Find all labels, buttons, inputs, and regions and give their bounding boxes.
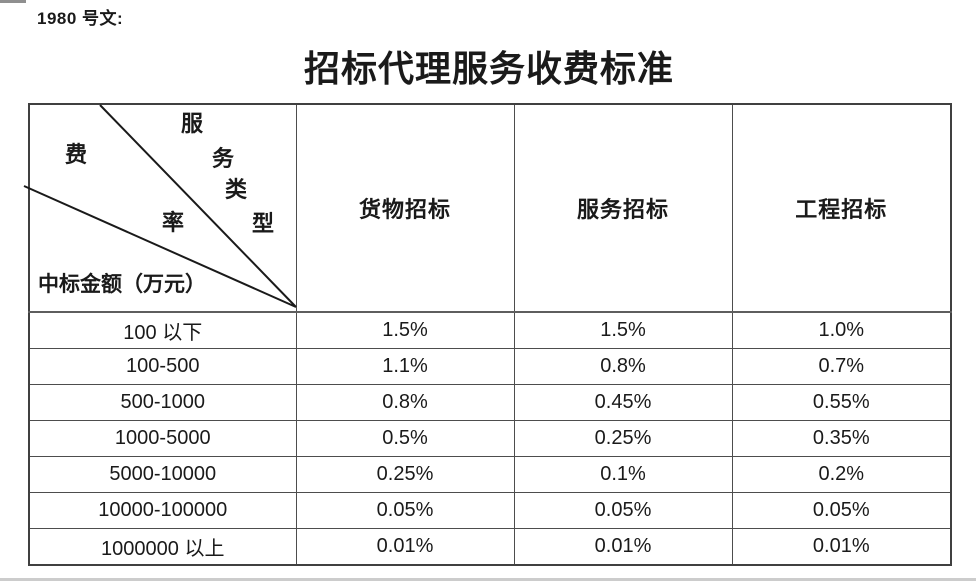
service-rate-cell: 1.5% [513,311,733,349]
engineering-rate-cell: 0.05% [731,492,952,529]
table-row: 100 以下 1.5% 1.5% 1.0% [28,311,952,349]
amount-range-cell: 100-500 [28,348,297,385]
bid-amount-axis-label: 中标金额（万元） [38,272,206,296]
screen-bottom-edge [0,578,976,581]
goods-rate-cell: 0.8% [295,384,515,421]
service-rate-cell: 0.01% [513,528,733,566]
goods-rate-cell: 0.25% [295,456,515,493]
amount-range-cell: 100 以下 [28,311,297,349]
rate-char: 率 [162,210,185,235]
goods-rate-cell: 1.1% [295,348,515,385]
amount-range-cell: 1000-5000 [28,420,297,457]
column-header-goods-bidding: 货物招标 [295,103,515,313]
goods-rate-cell: 0.05% [295,492,515,529]
goods-rate-cell: 0.01% [295,528,515,566]
service-rate-cell: 0.25% [513,420,733,457]
amount-range-cell: 1000000 以上 [28,528,297,566]
table-row: 10000-100000 0.05% 0.05% 0.05% [28,492,952,529]
table-row: 1000-5000 0.5% 0.25% 0.35% [28,420,952,457]
service-rate-cell: 0.1% [513,456,733,493]
service-type-char-4: 型 [252,211,275,236]
engineering-rate-cell: 0.35% [731,420,952,457]
fee-char: 费 [65,142,88,167]
goods-rate-cell: 0.5% [295,420,515,457]
header-row: 服 费 务 类 率 型 中标金额（万元） 货物招标 服务招标 工程招标 [23,103,952,313]
service-type-char-1: 服 [181,111,204,136]
engineering-rate-cell: 0.01% [731,528,952,566]
amount-range-cell: 10000-100000 [28,492,297,529]
service-type-char-3: 类 [225,177,248,202]
service-rate-cell: 0.45% [513,384,733,421]
goods-rate-cell: 1.5% [295,311,515,349]
engineering-rate-cell: 0.55% [731,384,952,421]
service-rate-cell: 0.8% [513,348,733,385]
amount-range-cell: 5000-10000 [28,456,297,493]
diagonal-divider-lines [23,104,297,308]
doc-number-label: 1980 号文: [37,9,124,28]
engineering-rate-cell: 0.7% [731,348,952,385]
service-type-char-2: 务 [212,146,235,171]
engineering-rate-cell: 1.0% [731,311,952,349]
column-header-engineering-bidding: 工程招标 [731,103,952,313]
screen-corner-artifact [0,0,26,3]
table-row: 500-1000 0.8% 0.45% 0.55% [28,384,952,421]
engineering-rate-cell: 0.2% [731,456,952,493]
table-row: 5000-10000 0.25% 0.1% 0.2% [28,456,952,493]
column-header-service-bidding: 服务招标 [513,103,733,313]
service-rate-cell: 0.05% [513,492,733,529]
table-row: 100-500 1.1% 0.8% 0.7% [28,348,952,385]
table-row: 1000000 以上 0.01% 0.01% 0.01% [28,528,952,566]
amount-range-cell: 500-1000 [28,384,297,421]
diagonal-corner-header-cell: 服 费 务 类 率 型 中标金额（万元） [23,103,297,313]
page-title: 招标代理服务收费标准 [303,49,674,89]
fee-standard-table: 服 费 务 类 率 型 中标金额（万元） 货物招标 服务招标 工程招标 100 … [23,103,952,566]
